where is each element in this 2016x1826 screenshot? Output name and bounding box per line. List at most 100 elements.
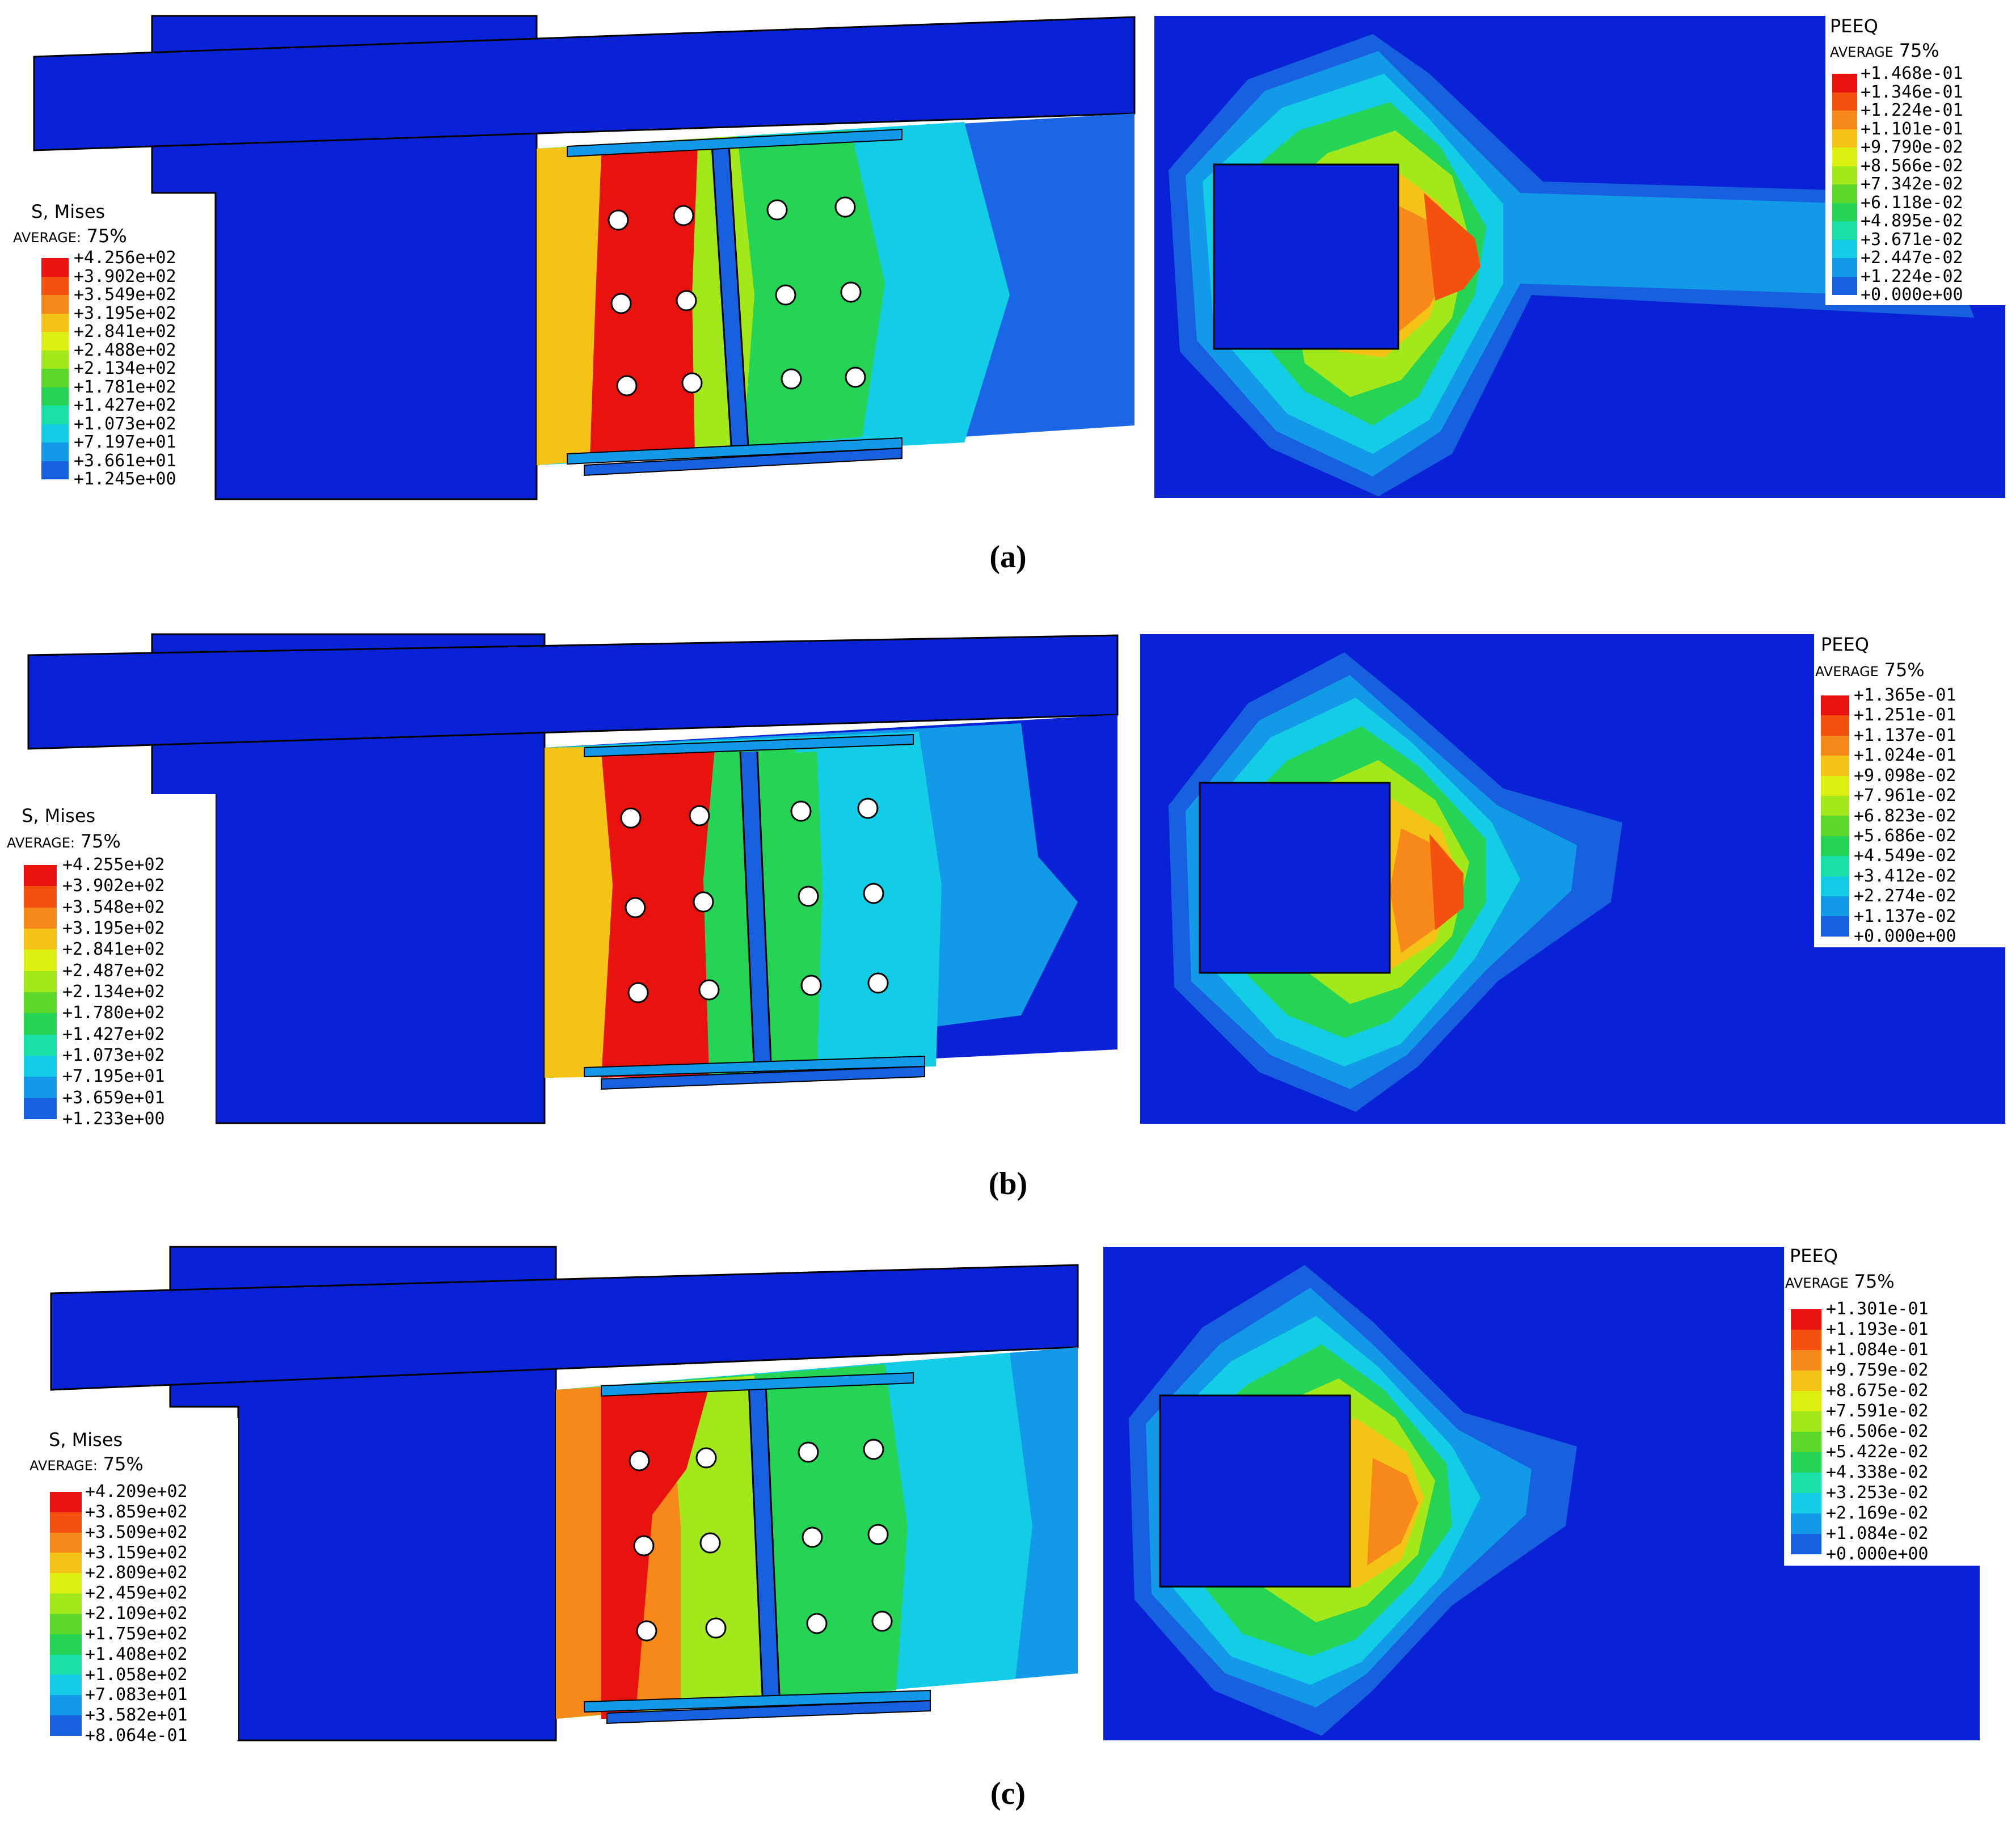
color-bar-segment: [1832, 276, 1857, 295]
legend-tick-label: +1.427e+02: [62, 1024, 165, 1044]
legend-tick-label: +6.118e-02: [1861, 192, 1963, 213]
legend-tick-label: +2.134e+02: [74, 359, 176, 378]
legend-tick-label: +4.255e+02: [62, 855, 165, 875]
average-label: AVERAGE: [1830, 44, 1893, 60]
color-bar-segment: [1832, 239, 1857, 258]
color-bar-segment: [24, 1034, 57, 1056]
color-bar-segment: [24, 907, 57, 929]
color-bar-segment: [1821, 856, 1849, 876]
average-value: 75%: [1884, 659, 1925, 681]
color-bar-segment: [24, 928, 57, 950]
legend-tick-label: +6.506e-02: [1826, 1422, 1929, 1441]
legend-tick-label: +1.468e-01: [1861, 64, 1963, 83]
legend-tick-label: +2.447e-02: [1861, 248, 1963, 268]
legend-tick-label: +3.671e-02: [1861, 229, 1963, 250]
peeq-legend-c: PEEQ AVERAGE 75% +1.301e-01 +1.193e-01 +1.…: [1784, 1242, 1980, 1566]
peeq-color-bar: [1791, 1309, 1821, 1554]
legend-tick-label: +1.024e-01: [1854, 745, 1956, 766]
legend-tick-label: +1.427e+02: [74, 395, 176, 415]
panel-c: S, Mises AVERAGE: 75% +4.209e+02 +3.859e+…: [0, 1231, 2016, 1826]
color-bar-segment: [1821, 715, 1849, 736]
color-bar-segment: [41, 313, 69, 332]
legend-tick-label: +3.659e+01: [62, 1087, 165, 1108]
legend-tick-label: +7.342e-02: [1861, 174, 1963, 194]
color-bar-segment: [1821, 756, 1849, 776]
legend-tick-label: +1.245e+00: [74, 469, 176, 489]
legend-tick-label: +5.422e-02: [1826, 1442, 1929, 1462]
legend-tick-label: +2.109e+02: [85, 1604, 188, 1623]
color-bar-segment: [41, 295, 69, 314]
color-bar-segment: [41, 424, 69, 442]
color-bar-segment: [50, 1695, 82, 1716]
legend-tick-label: +1.084e-02: [1826, 1524, 1929, 1544]
mises-color-bar: [50, 1492, 82, 1736]
panel-a: S, Mises AVERAGE: 75% +4.256e+02 +3.902e+…: [0, 0, 2016, 596]
peeq-legend-title: PEEQ: [1830, 15, 1878, 37]
legend-tick-label: +5.686e-02: [1854, 825, 1956, 846]
mises-contour-plot-b: [27, 633, 1119, 1124]
legend-tick-label: +2.459e+02: [85, 1583, 188, 1604]
caption-b: (b): [988, 1166, 1028, 1201]
color-bar-segment: [1821, 916, 1849, 937]
color-bar-segment: [1832, 111, 1857, 129]
peeq-tick-labels: +1.468e-01 +1.346e-01 +1.224e-01 +1.101e-01…: [1861, 64, 2007, 305]
legend-tick-label: +2.169e-02: [1826, 1503, 1929, 1523]
peeq-legend-a: PEEQ AVERAGE 75% +1.468e-01 +1.346e-01 +1.…: [1825, 16, 2007, 305]
color-bar-segment: [1821, 735, 1849, 756]
color-bar-segment: [1821, 836, 1849, 857]
legend-tick-label: +3.253e-02: [1826, 1483, 1929, 1503]
color-bar-segment: [1791, 1432, 1821, 1452]
color-bar-segment: [1821, 816, 1849, 836]
legend-tick-label: +1.224e-01: [1861, 100, 1963, 120]
peeq-legend-title: PEEQ: [1790, 1245, 1838, 1267]
legend-tick-label: +2.809e+02: [85, 1563, 188, 1583]
color-bar-segment: [24, 1098, 57, 1119]
color-bar-segment: [24, 1013, 57, 1035]
legend-tick-label: +3.582e+01: [85, 1705, 188, 1726]
legend-tick-label: +1.233e+00: [62, 1109, 165, 1129]
color-bar-segment: [1832, 184, 1857, 203]
color-bar-segment: [24, 865, 57, 887]
mises-legend-b: S, Mises AVERAGE: 75% +4.255e+02 +3.902e+…: [6, 794, 216, 1128]
legend-tick-label: +2.134e+02: [62, 982, 165, 1002]
mises-legend-a: S, Mises AVERAGE: 75% +4.256e+02 +3.902e+…: [9, 196, 213, 499]
legend-tick-label: +3.159e+02: [85, 1542, 188, 1563]
legend-tick-label: +0.000e+00: [1861, 285, 1963, 305]
color-bar-segment: [50, 1532, 82, 1553]
legend-tick-label: +4.338e-02: [1826, 1462, 1929, 1482]
legend-tick-label: +7.197e+01: [74, 432, 176, 452]
average-label: AVERAGE:: [13, 230, 82, 246]
mises-legend-c: S, Mises AVERAGE: 75% +4.209e+02 +3.859e+…: [28, 1418, 238, 1744]
legend-tick-label: +1.251e-01: [1854, 705, 1956, 726]
legend-tick-label: +4.256e+02: [74, 248, 176, 268]
color-bar-segment: [1821, 876, 1849, 897]
color-bar-segment: [41, 350, 69, 369]
color-bar-segment: [1821, 695, 1849, 716]
color-bar-segment: [1791, 1330, 1821, 1350]
average-value: 75%: [1854, 1271, 1895, 1292]
legend-tick-label: +2.841e+02: [62, 939, 165, 960]
legend-tick-label: +7.083e+01: [85, 1685, 188, 1705]
color-bar-segment: [1791, 1534, 1821, 1554]
color-bar-segment: [1832, 74, 1857, 92]
color-bar-segment: [1832, 147, 1857, 166]
color-bar-segment: [50, 1593, 82, 1614]
legend-tick-label: +1.073e+02: [62, 1045, 165, 1065]
peeq-color-bar: [1821, 695, 1849, 937]
legend-tick-label: +1.365e-01: [1854, 685, 1956, 705]
legend-tick-label: +1.781e+02: [74, 377, 176, 397]
average-label: AVERAGE:: [29, 1458, 98, 1474]
color-bar-segment: [50, 1492, 82, 1512]
legend-tick-label: +1.073e+02: [74, 414, 176, 434]
legend-tick-label: +7.591e-02: [1826, 1401, 1929, 1421]
color-bar-segment: [50, 1512, 82, 1533]
color-bar-segment: [41, 258, 69, 277]
color-bar-segment: [41, 406, 69, 424]
color-bar-segment: [1791, 1309, 1821, 1330]
color-bar-segment: [1791, 1411, 1821, 1432]
color-bar-segment: [24, 886, 57, 908]
mises-contour-plot-c: [50, 1246, 1079, 1741]
color-bar-segment: [1821, 796, 1849, 816]
peeq-tick-labels: +1.301e-01 +1.193e-01 +1.084e-01 +9.759e-02…: [1826, 1299, 1979, 1566]
mises-legend-title: S, Mises: [22, 805, 96, 826]
